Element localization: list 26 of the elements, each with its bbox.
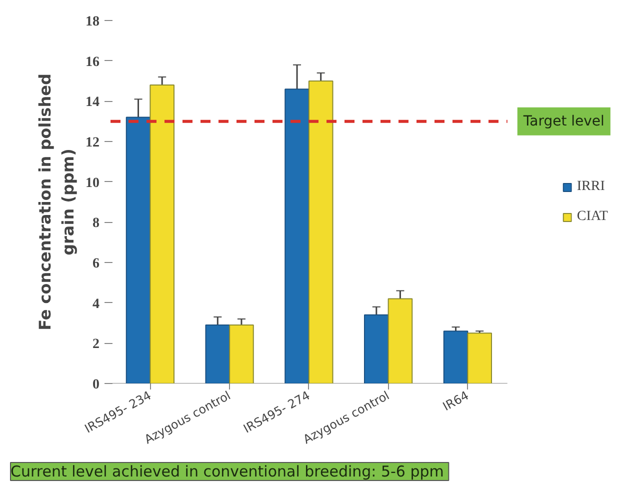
y-tick-label: 10 (86, 176, 100, 191)
y-tick-label: 12 (86, 136, 100, 150)
y-tick-label: 14 (86, 95, 100, 110)
bar (229, 324, 254, 384)
bar (284, 88, 310, 384)
x-tick-label: IR64 (440, 388, 472, 414)
y-tick-label: 8 (92, 216, 100, 232)
y-tick-label: 18 (86, 14, 100, 30)
bar (467, 332, 492, 384)
ref-line-label: Target level (522, 113, 604, 130)
bar (364, 314, 389, 384)
bar (443, 330, 468, 384)
y-tick-label: 16 (86, 54, 100, 70)
bar (126, 116, 151, 384)
y-tick-label: 6 (92, 256, 100, 272)
legend-label: CIAT (576, 208, 608, 224)
y-tick-label: 4 (92, 296, 100, 312)
y-axis-title: Fe concentration in polished grain (ppm) (36, 74, 78, 330)
y-tick-label: 0 (92, 378, 100, 392)
bar (308, 80, 334, 384)
bar (150, 84, 174, 384)
legend-label: IRRI (576, 178, 605, 194)
text: Current level achieved in conventional breeding: 5-6 ppm (10, 462, 444, 480)
bar (205, 324, 230, 384)
bar (388, 298, 413, 384)
y-tick-label: 2 (92, 337, 100, 352)
